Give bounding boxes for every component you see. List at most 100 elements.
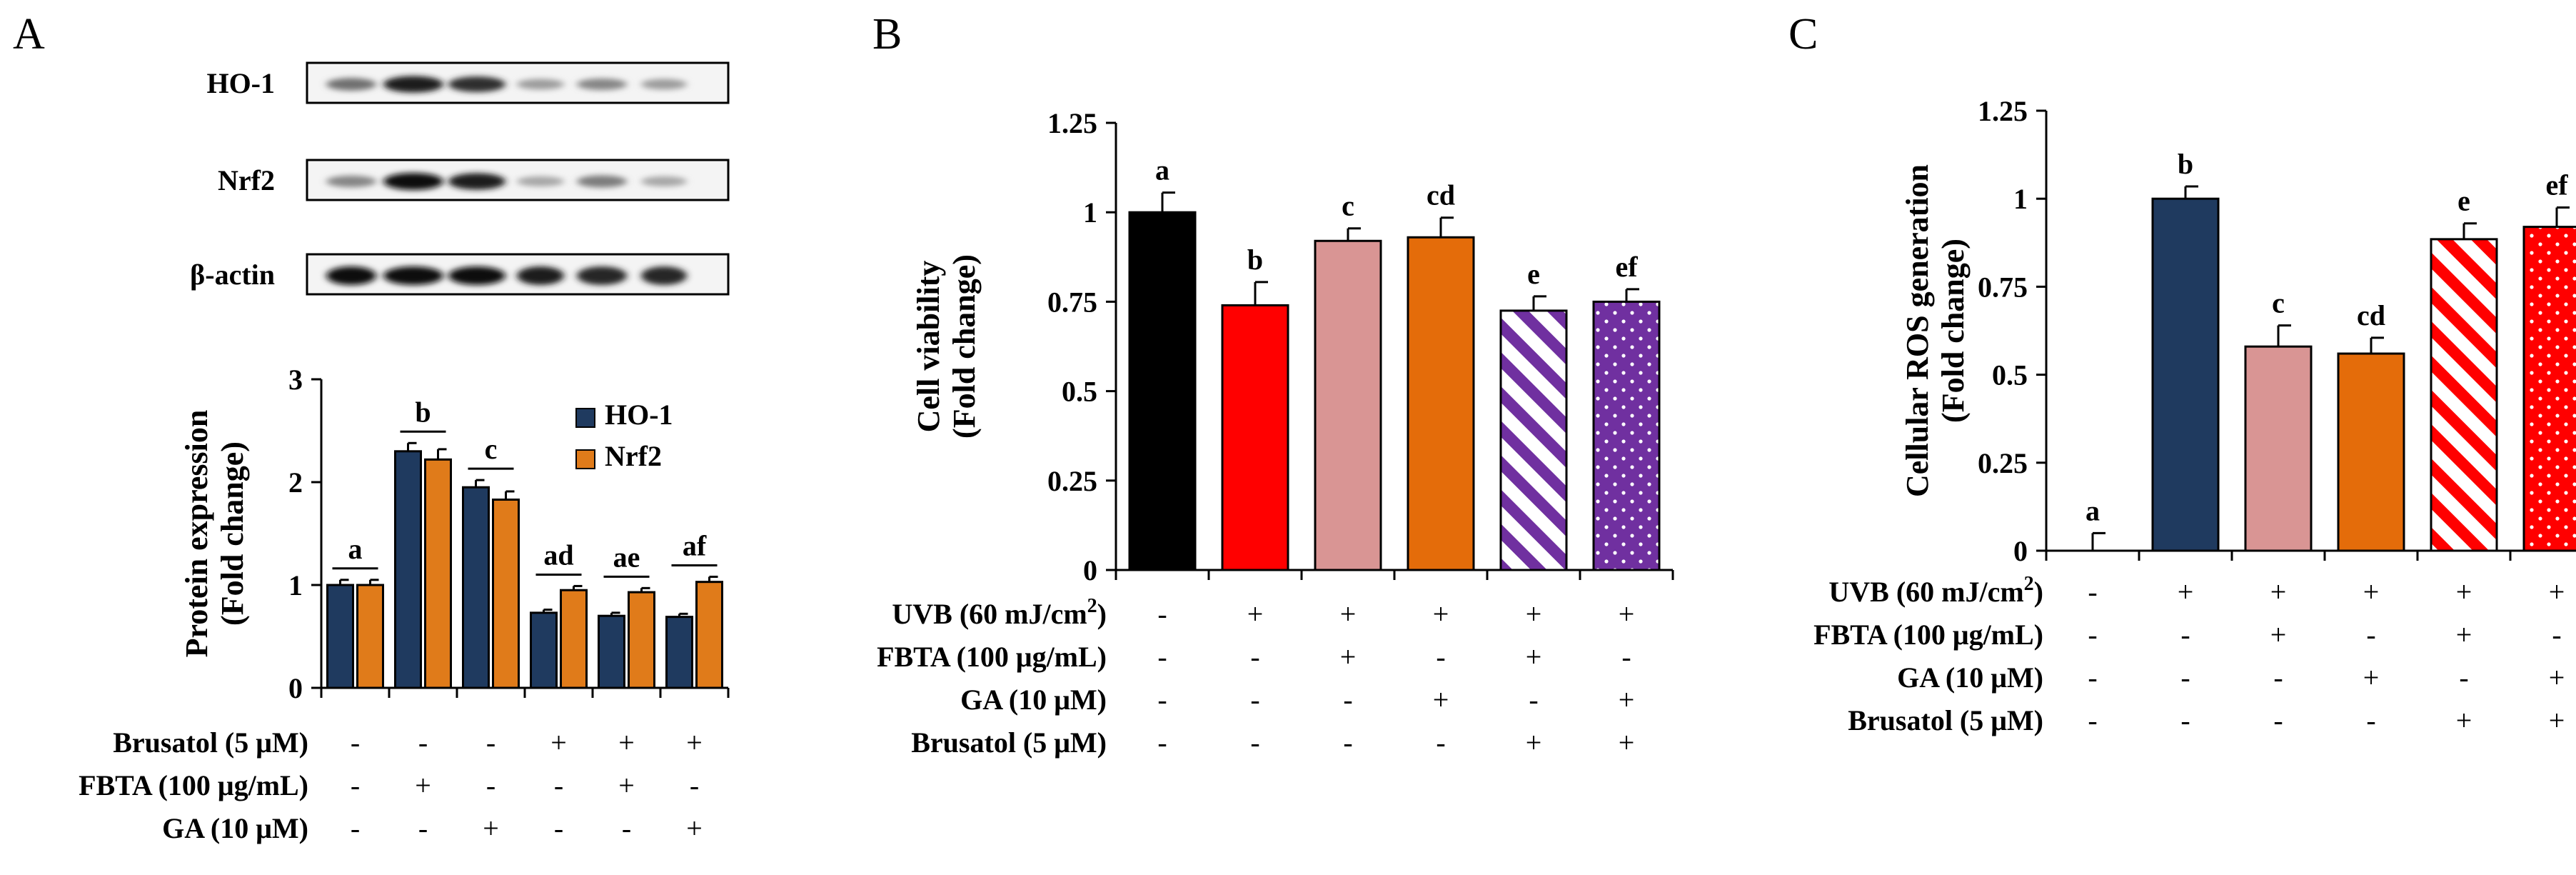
legend-label: HO-1 (605, 399, 673, 431)
blot-band (448, 76, 505, 92)
condition-mark: - (554, 812, 563, 844)
bar-nrf2 (560, 589, 588, 689)
bar-nrf2 (356, 584, 384, 689)
condition-mark: - (554, 769, 563, 801)
condition-mark: - (2088, 704, 2097, 736)
significance-letter: a (2086, 494, 2100, 526)
blot-band (517, 176, 564, 187)
bar-ho-1 (394, 450, 422, 689)
bar (2244, 345, 2313, 552)
blot-band (326, 175, 376, 188)
condition-label: FBTA (100 μg/mL) (877, 641, 1107, 673)
y-tick-label: 0.75 (1978, 271, 2028, 303)
condition-mark: - (2088, 576, 2097, 608)
condition-mark: - (1250, 726, 1259, 759)
blot-band (641, 266, 687, 285)
condition-mark: - (1157, 684, 1167, 716)
significance-letter: ef (2545, 169, 2568, 201)
condition-mark: + (2363, 661, 2380, 694)
y-label-line2: (Fold change) (215, 441, 250, 626)
significance-letter: c (485, 433, 498, 465)
condition-label-sup: 2 (1087, 595, 1097, 617)
condition-label: UVB (60 mJ/cm2) (892, 595, 1107, 630)
condition-mark: + (1340, 641, 1357, 673)
blot-label: HO-1 (206, 67, 275, 99)
bar (1128, 211, 1197, 571)
condition-mark: - (1621, 641, 1631, 673)
condition-label: GA (10 μM) (1897, 661, 2043, 694)
y-label-line2: (Fold change) (947, 254, 982, 439)
blot-band (326, 78, 376, 91)
condition-mark: - (418, 726, 428, 759)
condition-label-text: GA (10 μM) (1897, 661, 2043, 694)
y-label-line1: Cellular ROS generation (1900, 164, 1935, 497)
bar-nrf2 (492, 498, 520, 689)
significance-letter: b (2178, 148, 2193, 180)
condition-mark: + (1526, 726, 1542, 759)
condition-mark: - (2180, 661, 2190, 694)
bar-ho-1 (598, 614, 625, 689)
condition-mark: + (2456, 619, 2472, 651)
condition-label-tail: ) (1097, 598, 1107, 630)
chart-panel-c: 0 0.25 0.5 0.75 1 1.25 Cellular ROS generation… (1813, 95, 2576, 736)
condition-mark: + (686, 812, 703, 844)
condition-mark: + (1247, 598, 1264, 630)
condition-label-text: FBTA (100 μg/mL) (877, 641, 1107, 673)
bar-ho-1 (665, 616, 693, 689)
legend-swatch (575, 408, 595, 428)
condition-mark: + (1433, 598, 1449, 630)
y-tick-label: 2 (288, 466, 303, 499)
condition-mark: + (2270, 619, 2287, 651)
condition-mark: - (2273, 661, 2283, 694)
condition-mark: + (550, 726, 567, 759)
condition-mark: - (1250, 684, 1259, 716)
condition-mark: + (1526, 641, 1542, 673)
condition-label-text: FBTA (100 μg/mL) (1813, 619, 2043, 651)
condition-mark: + (618, 769, 635, 801)
condition-mark: - (1157, 726, 1167, 759)
blot-band (383, 76, 443, 93)
bar (1407, 236, 1475, 571)
bar-ho-1 (326, 584, 354, 689)
bar (1592, 300, 1661, 571)
blot-band (448, 266, 505, 285)
y-tick-label: 0.75 (1047, 286, 1097, 318)
condition-mark: - (2180, 619, 2190, 651)
y-tick-label: 0 (1083, 554, 1097, 586)
condition-mark: + (2363, 576, 2380, 608)
blot-band (517, 266, 564, 285)
condition-mark: - (1343, 684, 1352, 716)
condition-mark: + (1619, 598, 1635, 630)
bar (2337, 352, 2405, 552)
condition-mark: - (690, 769, 699, 801)
significance-letter: ae (613, 541, 640, 573)
condition-mark: + (415, 769, 431, 801)
condition-mark: - (2088, 619, 2097, 651)
y-label-line1: Protein expression (179, 410, 214, 658)
blot-band (448, 173, 505, 190)
bar-nrf2 (628, 591, 655, 689)
condition-label: Brusatol (5 μM) (911, 726, 1107, 759)
condition-mark: - (1436, 726, 1445, 759)
condition-label-text: GA (10 μM) (960, 684, 1107, 716)
significance-letter: ef (1615, 251, 1638, 283)
condition-label-text: Brusatol (5 μM) (911, 726, 1107, 759)
condition-mark: + (2178, 576, 2194, 608)
bar-nrf2 (695, 581, 723, 689)
y-tick-label: 3 (288, 364, 303, 396)
blot-label: Nrf2 (218, 164, 275, 196)
blot-band (577, 78, 627, 91)
y-tick-label: 0.5 (1062, 376, 1097, 408)
panel-letter-c: C (1788, 10, 1818, 59)
condition-label-text: UVB (60 mJ/cm (1828, 576, 2023, 608)
y-axis-label: Cellular ROS generation (Fold change) (1900, 164, 1971, 497)
condition-mark: + (2270, 576, 2287, 608)
condition-label-text: FBTA (100 μg/mL) (79, 769, 308, 801)
blot-band (383, 173, 443, 190)
legend-swatch (575, 449, 595, 469)
condition-label: FBTA (100 μg/mL) (1813, 619, 2043, 651)
y-tick-label: 0.25 (1047, 465, 1097, 497)
blot-label: β-actin (190, 259, 275, 291)
y-tick-label: 1.25 (1047, 107, 1097, 139)
